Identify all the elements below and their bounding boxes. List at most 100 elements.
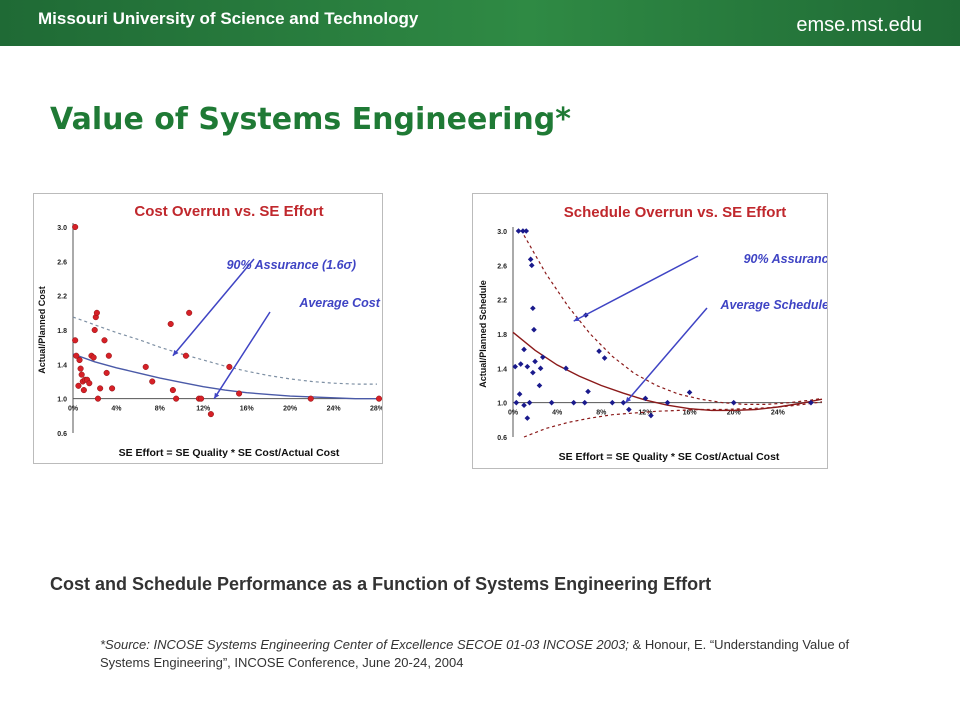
y-tick-label: 2.2 [57, 294, 67, 301]
x-tick-label: 28% [370, 406, 382, 413]
x-tick-label: 16% [683, 410, 698, 417]
data-point [77, 365, 84, 372]
data-point [78, 371, 85, 378]
data-point [517, 361, 524, 367]
data-point [186, 309, 193, 316]
data-point [539, 354, 546, 360]
y-tick-label: 1.0 [497, 401, 507, 408]
data-point [103, 369, 110, 376]
data-point [596, 348, 602, 354]
y-tick-label: 1.0 [57, 397, 67, 404]
data-point [167, 320, 174, 328]
data-point [530, 305, 536, 312]
x-tick-label: 16% [240, 406, 255, 413]
slide-caption: Cost and Schedule Performance as a Funct… [50, 574, 712, 594]
data-point [307, 395, 314, 402]
data-point [585, 388, 591, 395]
annotation-arrow [172, 258, 255, 357]
x-tick-label: 24% [327, 406, 342, 413]
data-point [570, 399, 577, 406]
data-point [537, 365, 544, 372]
x-tick-label: 0% [508, 410, 519, 417]
cost-overrun-chart-svg: Cost Overrun vs. SE Effort 0.6 1.0 1.4 1.8 2.… [37, 203, 382, 459]
data-point [198, 395, 205, 402]
source-citation-rest: & Honour, E. “Understanding Value of Sys… [100, 637, 850, 670]
site-url: emse.mst.edu [796, 14, 922, 36]
x-axis-title: SE Effort = SE Quality * SE Cost/Actual … [559, 451, 780, 463]
data-point [94, 395, 102, 402]
data-point [620, 399, 627, 406]
data-point [536, 382, 543, 389]
data-point [72, 223, 79, 231]
data-point [524, 415, 531, 421]
y-tick-label: 1.4 [497, 366, 507, 373]
annotation-arrowhead [214, 392, 220, 399]
data-point [808, 399, 814, 406]
data-point [91, 326, 98, 334]
data-point [515, 228, 522, 234]
series-line [523, 235, 823, 405]
data-point [97, 385, 104, 392]
source-citation: *Source: INCOSE Systems Engineering Cent… [100, 636, 880, 672]
schedule-overrun-chart-svg: Schedule Overrun vs. SE Effort 0.6 1.0 1.4 1… [478, 204, 827, 463]
x-tick-label: 20% [727, 410, 742, 417]
x-tick-label: 8% [155, 406, 166, 413]
data-point [105, 352, 112, 359]
y-axis-title: Actual/Planned Schedule [478, 280, 488, 388]
x-tick-label: 12% [638, 410, 653, 417]
series-line [72, 316, 377, 385]
data-point [642, 395, 649, 402]
data-point [90, 354, 97, 361]
y-tick-label: 3.0 [497, 229, 507, 236]
annotation-arrowhead [172, 349, 179, 356]
data-point [73, 352, 80, 359]
x-tick-label: 12% [196, 406, 211, 413]
source-citation-italic: *Source: INCOSE Systems Engineering Cent… [100, 637, 629, 652]
y-tick-label: 0.6 [497, 435, 507, 442]
series-line [72, 353, 377, 400]
annotation-arrowhead [625, 396, 632, 403]
data-point [207, 411, 214, 418]
x-tick-label: 24% [771, 410, 786, 417]
data-point [182, 352, 189, 359]
data-point [526, 399, 533, 406]
annotation-arrow [573, 255, 699, 322]
data-point [730, 399, 737, 406]
annotation-arrow [213, 311, 271, 400]
annotation-label: 90% Assurance (1.6σ) [227, 258, 356, 272]
data-point [169, 387, 176, 394]
data-point [86, 380, 93, 387]
annotation-label: Average Cost Overrun [298, 296, 382, 310]
university-name: Missouri University of Science and Techn… [38, 9, 419, 28]
data-point [531, 326, 537, 333]
data-point [109, 385, 116, 392]
data-point [528, 262, 535, 269]
data-point [513, 399, 520, 406]
annotation-arrowhead [573, 316, 580, 322]
slide-title: Value of Systems Engineering* [50, 102, 571, 137]
data-point [626, 406, 632, 413]
data-point [523, 228, 530, 234]
data-point [686, 389, 693, 396]
series-line [512, 331, 823, 412]
schedule-overrun-chart: Schedule Overrun vs. SE Effort 0.6 1.0 1.4 1… [472, 193, 828, 469]
data-point [76, 356, 83, 364]
data-point [521, 402, 527, 409]
cost-overrun-chart: Cost Overrun vs. SE Effort 0.6 1.0 1.4 1.8 2.… [33, 193, 383, 464]
header-bar: Missouri University of Science and Techn… [0, 0, 960, 46]
data-point [521, 346, 527, 353]
data-point [527, 256, 534, 263]
chart-title: Cost Overrun vs. SE Effort [134, 203, 323, 220]
x-axis-title: SE Effort = SE Quality * SE Cost/Actual … [119, 447, 340, 459]
y-tick-label: 2.6 [57, 259, 67, 266]
data-point [149, 378, 156, 385]
data-point [173, 395, 180, 402]
data-point [236, 390, 243, 397]
y-tick-label: 1.8 [497, 332, 507, 339]
data-point [226, 363, 233, 370]
data-point [80, 387, 87, 394]
x-tick-label: 0% [68, 406, 79, 413]
data-point [75, 382, 82, 389]
data-point [524, 363, 531, 370]
x-tick-label: 4% [111, 406, 122, 413]
